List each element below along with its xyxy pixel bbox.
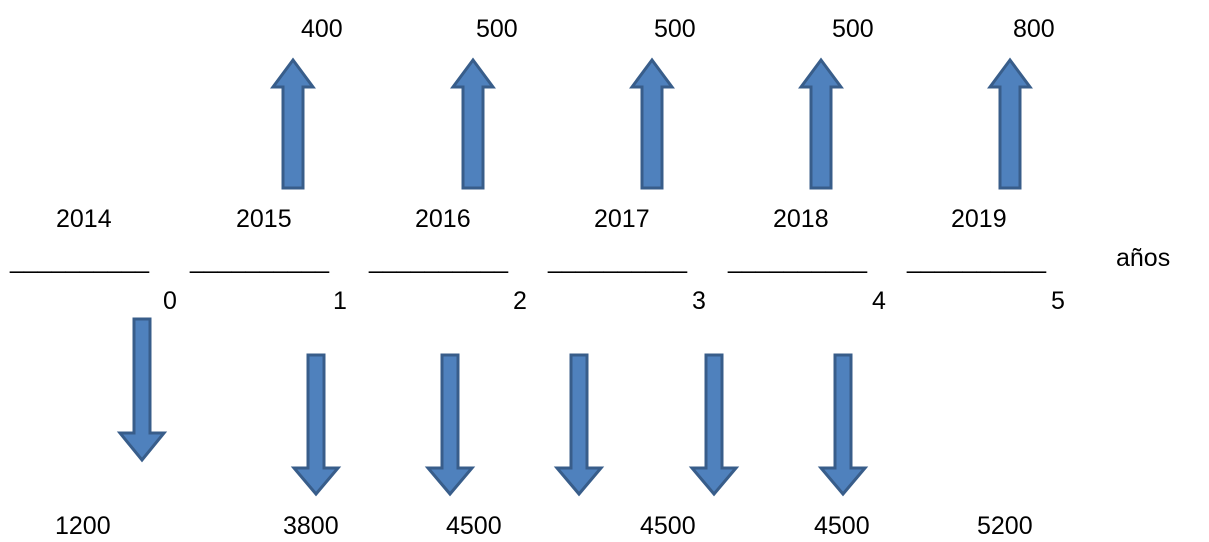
period-label-0: 0 bbox=[163, 287, 177, 315]
period-label-4: 4 bbox=[872, 287, 886, 315]
outflow-arrow-1 bbox=[290, 353, 342, 497]
inflow-arrow-2 bbox=[450, 57, 496, 190]
period-label-5: 5 bbox=[1051, 287, 1065, 315]
axis-unit-label: años bbox=[1116, 244, 1171, 272]
outflow-arrow-4 bbox=[688, 353, 740, 497]
inflow-amount-4: 500 bbox=[832, 15, 874, 43]
outflow-arrow-5 bbox=[817, 353, 869, 497]
year-label-2016: 2016 bbox=[415, 205, 471, 233]
outflow-amount-3: 4500 bbox=[640, 512, 696, 540]
outflow-amount-0: 1200 bbox=[55, 512, 111, 540]
period-label-2: 2 bbox=[513, 287, 527, 315]
outflow-amount-5: 5200 bbox=[977, 512, 1033, 540]
timeline-segment-4: __________ bbox=[548, 246, 688, 274]
outflow-amount-4: 4500 bbox=[814, 512, 870, 540]
inflow-arrow-3 bbox=[629, 57, 675, 190]
period-label-3: 3 bbox=[692, 287, 706, 315]
inflow-amount-3: 500 bbox=[654, 15, 696, 43]
outflow-amount-2: 4500 bbox=[446, 512, 502, 540]
year-label-2015: 2015 bbox=[236, 205, 292, 233]
timeline-segment-2: __________ bbox=[190, 246, 330, 274]
timeline-segment-5: __________ bbox=[728, 246, 868, 274]
year-label-2019: 2019 bbox=[951, 205, 1007, 233]
inflow-amount-1: 400 bbox=[301, 15, 343, 43]
year-label-2014: 2014 bbox=[56, 205, 112, 233]
timeline-segment-6: __________ bbox=[907, 246, 1047, 274]
outflow-arrow-2 bbox=[424, 353, 476, 497]
timeline-segment-3: __________ bbox=[369, 246, 509, 274]
inflow-arrow-5 bbox=[987, 57, 1033, 190]
inflow-amount-2: 500 bbox=[476, 15, 518, 43]
timeline-segment-1: __________ bbox=[10, 246, 150, 274]
inflow-amount-5: 800 bbox=[1013, 15, 1055, 43]
outflow-amount-1: 3800 bbox=[283, 512, 339, 540]
inflow-arrow-1 bbox=[270, 57, 316, 190]
year-label-2017: 2017 bbox=[594, 205, 650, 233]
inflow-arrow-4 bbox=[798, 57, 844, 190]
year-label-2018: 2018 bbox=[773, 205, 829, 233]
outflow-arrow-3 bbox=[553, 353, 605, 497]
outflow-arrow-0 bbox=[116, 317, 168, 463]
period-label-1: 1 bbox=[333, 287, 347, 315]
